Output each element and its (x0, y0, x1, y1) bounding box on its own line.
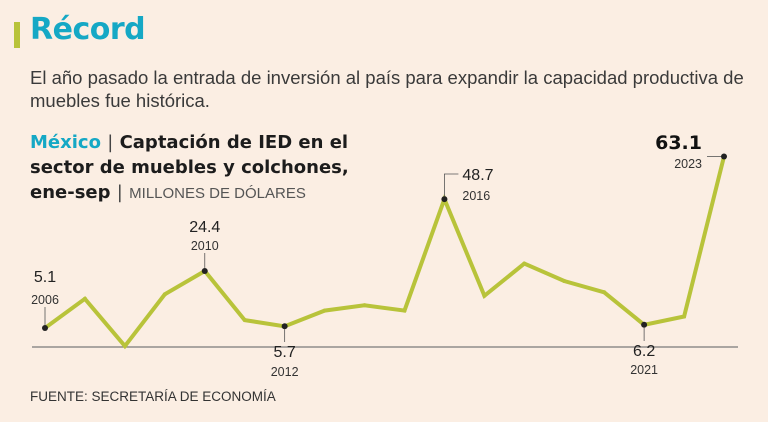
value-label-2010: 24.4 (189, 219, 220, 236)
data-point-2020 (602, 290, 607, 295)
series-line (43, 156, 726, 350)
data-point-2008 (122, 344, 127, 349)
data-point-2011 (242, 318, 247, 323)
year-label-2016: 2016 (462, 189, 490, 203)
chart-title-block: México | Captación de IED en el sector d… (30, 130, 390, 206)
page-title: Récord (30, 12, 146, 47)
highlight-marker-2010 (201, 267, 208, 274)
data-point-2007 (82, 296, 87, 301)
data-point-2014 (362, 303, 367, 308)
chart-country-label: México (30, 132, 101, 153)
year-label-2023: 2023 (674, 157, 702, 171)
leader-line-2016 (444, 173, 459, 197)
title-accent-bar (14, 22, 20, 48)
year-label-2012: 2012 (271, 365, 299, 379)
data-point-2009 (162, 292, 167, 297)
subtitle-text: El año pasado la entrada de inversión al… (30, 67, 744, 111)
value-label-2021: 6.2 (633, 343, 655, 360)
highlight-marker-2012 (281, 323, 288, 330)
value-label-2012: 5.7 (274, 344, 296, 361)
highlight-marker-2016 (441, 196, 448, 203)
value-label-2006: 5.1 (34, 269, 56, 286)
chart-title: Captación de IED en el sector de muebles… (30, 132, 349, 203)
value-label-2023: 63.1 (655, 132, 702, 154)
chart-title-separator: | (107, 132, 114, 153)
highlight-marker-2006 (42, 325, 48, 332)
highlight-marker-2023 (721, 153, 727, 160)
data-point-2022 (682, 314, 687, 319)
chart-units-separator: | (116, 182, 123, 203)
data-point-2013 (322, 308, 327, 313)
data-point-2019 (562, 279, 567, 284)
year-label-2006: 2006 (31, 293, 59, 307)
value-label-2016: 48.7 (462, 167, 493, 184)
annotation-layer: 5.1 2006 24.4 2010 5.7 2012 48.7 2016 6.2 2021 63.… (31, 132, 727, 379)
chart-units-label: MILLONES DE DÓLARES (129, 185, 306, 202)
source-note: FUENTE: SECRETARÍA DE ECONOMÍA (30, 389, 276, 404)
highlight-marker-2021 (641, 321, 648, 328)
data-point-2015 (402, 308, 407, 313)
data-point-2018 (522, 261, 527, 266)
year-label-2010: 2010 (191, 239, 219, 253)
year-label-2021: 2021 (630, 363, 658, 377)
data-point-2017 (482, 293, 487, 298)
